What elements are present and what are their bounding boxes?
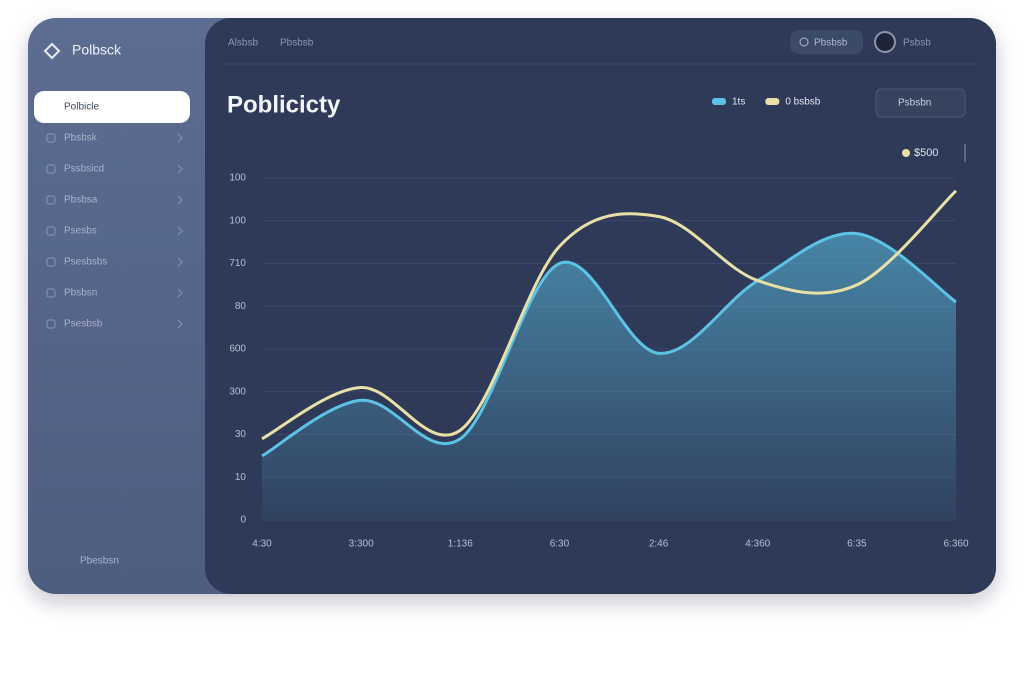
menu-active[interactable]	[34, 91, 190, 123]
legend-label: 0 bsbsb	[785, 97, 820, 108]
menu-icon	[46, 226, 56, 236]
button-text: Psbsbn	[898, 98, 931, 109]
chevron	[177, 195, 183, 205]
search-icon	[799, 37, 809, 47]
y-tick-label: 100	[229, 215, 246, 226]
area	[262, 233, 956, 520]
chevron	[177, 164, 183, 174]
x-tick-label: 1:136	[448, 539, 473, 550]
line	[261, 231, 957, 458]
nav-link[interactable]: Alsbsb	[228, 38, 258, 49]
menu-item[interactable]: Pbsbsk	[64, 133, 98, 144]
menu-icon	[46, 288, 56, 298]
menu-icon	[46, 133, 56, 143]
y-tick-label: 100	[229, 173, 246, 184]
chevron	[177, 257, 183, 267]
user-name[interactable]: Psbsb	[903, 38, 931, 49]
chevron	[177, 133, 183, 143]
x-tick-label: 4:30	[252, 539, 272, 550]
legend-label: 1ts	[732, 97, 745, 108]
y-tick-label: 300	[229, 386, 246, 397]
y-tick-label: 30	[235, 429, 247, 440]
menu-icon	[46, 195, 56, 205]
menu-icon	[46, 319, 56, 329]
chart-title: Poblicicty	[227, 91, 341, 118]
menu-item[interactable]: Psesbs	[64, 226, 97, 237]
value-tag: $500	[914, 147, 938, 159]
menu-item[interactable]: Pbsbsn	[64, 288, 97, 299]
menu-item[interactable]: Psesbsbs	[64, 257, 107, 268]
chart: 0 10 30 300 600 80 710 100 100 4:30 3:300 1:136 6:30…	[229, 173, 969, 550]
menu-icon	[46, 164, 56, 174]
search-text: Pbsbsb	[814, 38, 848, 49]
menu-item[interactable]: Pssbsicd	[64, 164, 104, 175]
menu-icon	[46, 257, 56, 267]
y-tick-label: 80	[235, 301, 247, 312]
y-tick-label: 600	[229, 344, 246, 355]
menu-item[interactable]: Polbicle	[64, 102, 99, 113]
chevron	[177, 288, 183, 298]
legend-swatch	[765, 98, 780, 105]
x-tick-label: 2:46	[649, 539, 669, 550]
toolbar-button[interactable]	[875, 88, 966, 118]
legend-swatch	[712, 98, 726, 105]
sidebar-menu: Polbicle Pbsbsk Pssbsicd Pbsbsa Psesbs Psesbs…	[34, 91, 190, 330]
y-tick-label: 710	[229, 258, 246, 269]
x-tick-label: 4:360	[745, 539, 770, 550]
y-tick-label: 10	[235, 472, 247, 483]
tag-dot	[902, 149, 910, 157]
x-tick-label: 6:360	[943, 539, 968, 550]
avatar[interactable]	[874, 31, 896, 53]
x-tick-label: 6:30	[550, 539, 570, 550]
search-box[interactable]	[790, 30, 863, 54]
y-tick-label: 0	[240, 515, 246, 526]
line	[261, 189, 958, 441]
x-tick-label: 3:300	[349, 539, 374, 550]
menu-item[interactable]: Psesbsb	[64, 319, 103, 330]
menu-item[interactable]: Pbsbsa	[64, 195, 98, 206]
brand-icon	[43, 42, 61, 60]
chevron	[177, 319, 183, 329]
legend: 1ts 0 bsbsb	[712, 97, 821, 108]
nav-link[interactable]: Pbsbsb	[280, 38, 314, 49]
brand: Polbsck	[72, 42, 122, 58]
x-tick-label: 6:35	[847, 539, 867, 550]
chevron	[177, 226, 183, 236]
sidebar-footer[interactable]: Pbesbsn	[80, 556, 119, 567]
